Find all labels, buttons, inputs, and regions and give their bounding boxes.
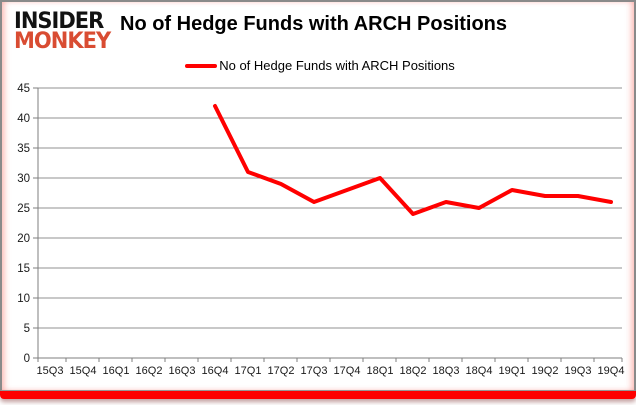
x-tick-label: 16Q3 [169, 365, 196, 377]
legend-label: No of Hedge Funds with ARCH Positions [219, 58, 455, 73]
bottom-red-bar [0, 391, 636, 399]
x-tick-label: 16Q4 [202, 365, 229, 377]
x-tick-label: 19Q1 [499, 365, 526, 377]
x-tick-label: 17Q2 [268, 365, 295, 377]
y-tick-label: 15 [17, 263, 30, 275]
chart-title: No of Hedge Funds with ARCH Positions [120, 13, 508, 35]
x-tick-label: 18Q2 [400, 365, 427, 377]
chart-card: INSIDER MONKEY No of Hedge Funds with AR… [0, 0, 636, 391]
x-tick-label: 17Q3 [301, 365, 328, 377]
x-tick-label: 19Q3 [565, 365, 592, 377]
y-tick-label: 10 [17, 293, 30, 305]
y-tick-label: 45 [17, 83, 30, 95]
x-tick-label: 16Q1 [103, 365, 130, 377]
x-tick-label: 18Q1 [367, 365, 394, 377]
x-tick-label: 15Q3 [37, 365, 64, 377]
y-tick-label: 0 [24, 353, 30, 365]
y-tick-label: 40 [17, 113, 30, 125]
logo-line1: INSIDER [14, 7, 104, 34]
legend: No of Hedge Funds with ARCH Positions [2, 58, 636, 73]
series-line [213, 104, 613, 216]
logo-line2: MONKEY [14, 27, 111, 53]
y-tick-label: 30 [17, 173, 30, 185]
insider-monkey-logo: INSIDER MONKEY [14, 7, 111, 53]
y-tick-label: 35 [17, 143, 30, 155]
x-tick-label: 18Q3 [433, 365, 460, 377]
x-tick-label: 19Q4 [598, 365, 625, 377]
y-tick-label: 25 [17, 203, 30, 215]
x-tick-label: 18Q4 [466, 365, 493, 377]
x-tick-label: 17Q4 [334, 365, 361, 377]
x-tick-label: 17Q1 [235, 365, 262, 377]
chart: 0 5 10 15 20 25 30 35 40 45 15Q3 15Q4 16Q1 16Q2 16Q3 16… [17, 83, 625, 377]
x-tick-label: 19Q2 [532, 365, 559, 377]
legend-line-swatch [185, 63, 218, 68]
x-tick-label: 16Q2 [136, 365, 163, 377]
x-tick-label: 15Q4 [70, 365, 97, 377]
y-tick-label: 5 [24, 323, 30, 335]
y-tick-label: 20 [17, 233, 30, 245]
